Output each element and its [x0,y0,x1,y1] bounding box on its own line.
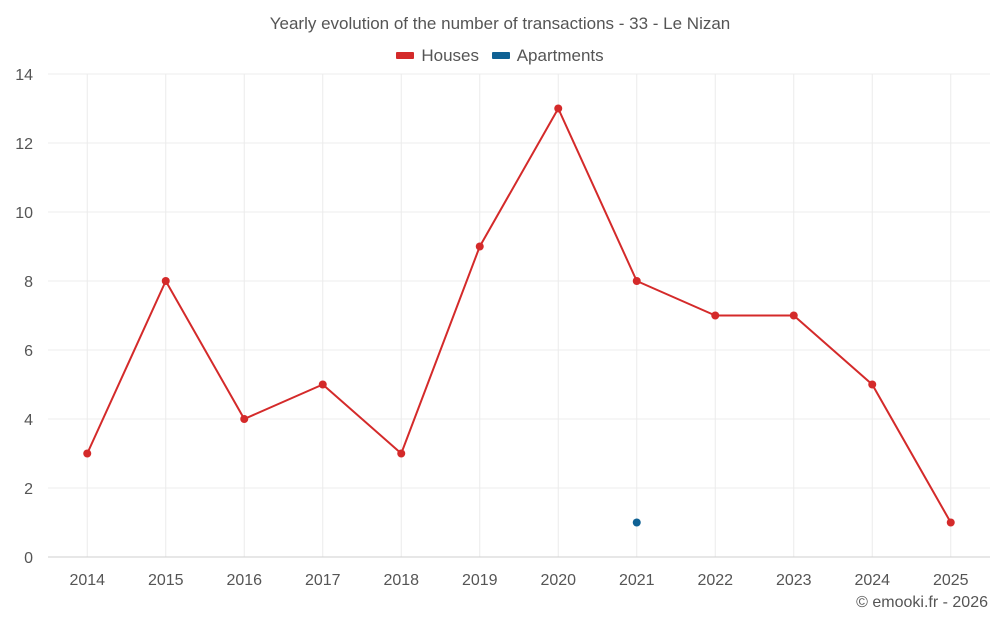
y-tick-label: 4 [24,412,33,429]
legend-swatch-houses [396,52,415,59]
x-tick-label: 2017 [305,572,341,589]
x-tick-label: 2022 [697,572,733,589]
legend-label-apartments: Apartments [516,45,604,65]
x-tick-label: 2021 [619,572,655,589]
x-tick-label: 2014 [69,572,105,589]
x-tick-label: 2016 [226,572,262,589]
x-tick-label: 2024 [854,572,890,589]
data-point-houses-2021 [632,277,641,285]
credit-text: © emooki.fr - 2026 [856,594,988,611]
series-line-houses [86,107,952,523]
x-tick-label: 2023 [776,572,812,589]
data-point-houses-2014 [83,449,92,458]
y-tick-label: 12 [15,136,33,153]
y-tick-label: 2 [24,481,33,498]
data-point-houses-2020 [554,104,563,113]
data-point-houses-2015 [161,277,170,285]
chart-legend: Houses Apartments [0,44,1000,66]
y-tick-label: 8 [24,274,33,291]
x-tick-label: 2015 [148,572,184,589]
data-point-apartments-2021 [632,518,641,527]
data-point-houses-2016 [240,415,249,423]
legend-swatch-apartments [491,52,510,59]
legend-label-houses: Houses [421,45,479,65]
data-point-houses-2019 [475,242,484,251]
x-tick-label: 2025 [933,572,969,589]
y-tick-label: 6 [24,343,33,360]
data-point-houses-2025 [946,518,955,527]
y-tick-label: 14 [15,67,33,84]
data-point-houses-2024 [868,380,877,389]
x-tick-label: 2019 [462,572,498,589]
x-tick-label: 2020 [540,572,576,589]
chart-title: Yearly evolution of the number of transa… [269,14,731,33]
x-tick-label: 2018 [383,572,419,589]
data-point-houses-2022 [711,311,720,320]
legend-item-apartments[interactable]: Apartments [491,45,604,66]
legend-item-houses[interactable]: Houses [396,46,479,66]
data-point-houses-2018 [397,449,406,458]
y-tick-label: 10 [15,205,33,222]
data-point-houses-2017 [318,380,327,389]
y-tick-label: 0 [24,550,33,567]
data-point-houses-2023 [789,311,798,320]
